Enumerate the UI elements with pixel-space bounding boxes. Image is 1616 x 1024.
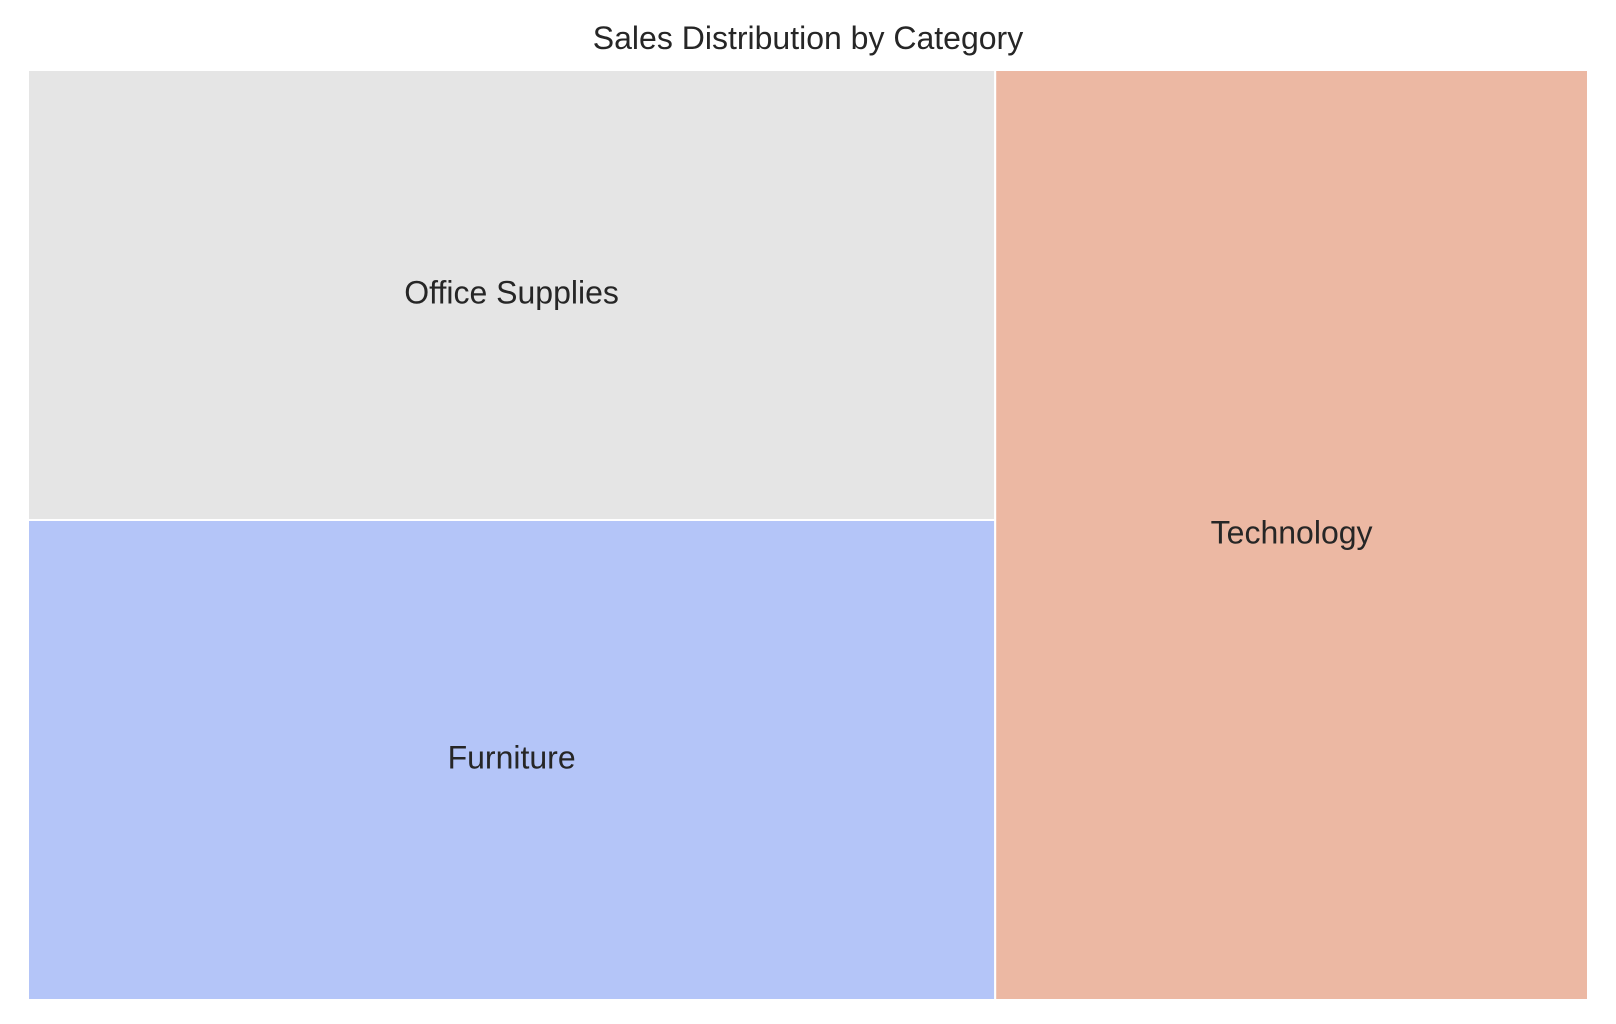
treemap-tile-furniture xyxy=(27,519,997,1001)
chart-title: Sales Distribution by Category xyxy=(592,20,1024,56)
treemap-tile-office-supplies xyxy=(27,69,997,521)
treemap-label-furniture: Furniture xyxy=(448,739,576,775)
treemap-label-technology: Technology xyxy=(1211,514,1373,550)
treemap-tile-technology xyxy=(994,69,1589,1001)
treemap-label-office-supplies: Office Supplies xyxy=(404,274,619,310)
